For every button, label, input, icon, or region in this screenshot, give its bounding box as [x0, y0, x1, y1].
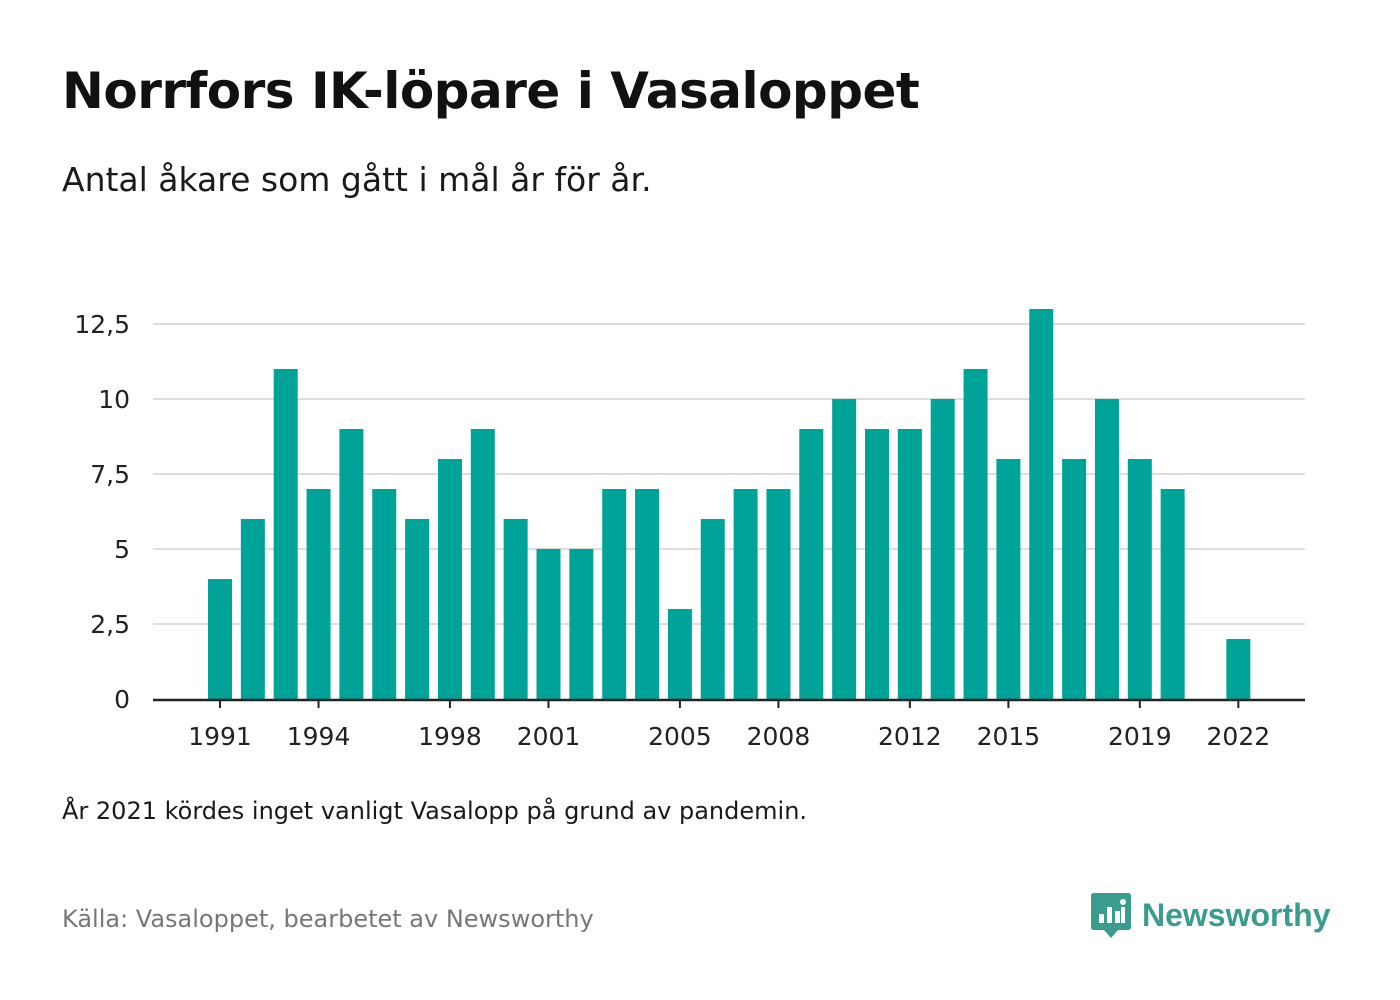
newsworthy-logo-icon	[1091, 893, 1131, 938]
bar-2008	[766, 489, 791, 699]
bar-1997	[405, 519, 430, 699]
x-tick-label: 2012	[878, 722, 942, 751]
x-tick-label: 2008	[747, 722, 811, 751]
bar-2001	[536, 549, 561, 699]
y-tick-label: 2,5	[90, 610, 130, 639]
bar-2022	[1226, 639, 1251, 699]
newsworthy-logo: Newsworthy	[1090, 891, 1330, 939]
bar-1992	[240, 519, 265, 699]
x-tick-label: 1994	[287, 722, 351, 751]
bar-2009	[799, 429, 824, 699]
bar-2016	[1029, 309, 1054, 699]
bar-1993	[273, 369, 298, 699]
chart-title: Norrfors IK-löpare i Vasaloppet	[62, 62, 920, 120]
bar-1996	[372, 489, 397, 699]
bar-2012	[897, 429, 922, 699]
y-tick-label: 12,5	[74, 310, 130, 339]
bar-1991	[208, 579, 232, 699]
bar-2007	[733, 489, 758, 699]
bar-2006	[700, 519, 725, 699]
bar-2005	[667, 609, 692, 699]
bar-2003	[602, 489, 627, 699]
bar-2015	[996, 459, 1021, 699]
bar-2010	[832, 399, 857, 699]
bar-1998	[437, 459, 462, 699]
bar-2011	[865, 429, 889, 699]
bar-1995	[339, 429, 364, 699]
y-tick-label: 5	[114, 535, 130, 564]
x-tick-label: 2001	[517, 722, 581, 751]
y-tick-label: 10	[98, 385, 130, 414]
chart-subtitle: Antal åkare som gått i mål år för år.	[62, 160, 652, 199]
bar-2020	[1160, 489, 1185, 699]
bar-2002	[569, 549, 594, 699]
bar-2000	[503, 519, 528, 699]
x-tick-label: 2019	[1108, 722, 1172, 751]
x-tick-label: 2015	[977, 722, 1041, 751]
x-tick-label: 2005	[648, 722, 712, 751]
footnote: År 2021 kördes inget vanligt Vasalopp på…	[62, 797, 808, 825]
bar-2019	[1127, 459, 1152, 699]
bar-1994	[306, 489, 331, 699]
bar-2017	[1062, 459, 1087, 699]
bar-2004	[635, 489, 660, 699]
axes: 0 2,5 5 7,5 10 12,5 1991 1994 1998 2001 2005 2008 20…	[74, 310, 1305, 751]
bars	[208, 309, 1251, 699]
x-tick-label: 2022	[1207, 722, 1271, 751]
bar-2013	[930, 399, 955, 699]
x-tick-label: 1998	[418, 722, 482, 751]
bar-2014	[963, 369, 988, 699]
source-credit: Källa: Vasaloppet, bearbetet av Newswort…	[62, 905, 594, 933]
y-tick-label: 7,5	[90, 460, 130, 489]
bar-2018	[1094, 399, 1119, 699]
brand-name: Newsworthy	[1142, 896, 1331, 933]
bar-1999	[470, 429, 495, 699]
y-tick-label: 0	[114, 685, 130, 714]
x-tick-label: 1991	[188, 722, 252, 751]
